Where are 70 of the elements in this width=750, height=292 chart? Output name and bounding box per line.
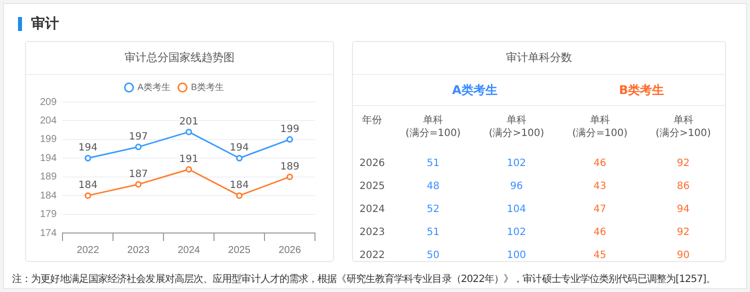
data-label: 51	[426, 157, 440, 171]
chart-title: 审计总分国家线趋势图	[26, 42, 333, 75]
x-tick-label: 2023	[127, 244, 150, 256]
point	[286, 174, 294, 180]
data-label: 46	[592, 226, 608, 240]
legend-label: A类考生	[137, 82, 171, 92]
y-tick-label: 204	[40, 115, 58, 126]
x-tick-label: 单科 (满分>100)	[488, 114, 546, 141]
data-label: 191	[179, 154, 198, 165]
point	[286, 136, 294, 143]
data-label: 45	[592, 249, 608, 263]
data-label: 48	[426, 180, 440, 194]
point	[186, 128, 192, 136]
data-label: 184	[230, 180, 249, 192]
data-label: 52	[426, 203, 440, 217]
data-label: 184	[78, 180, 98, 192]
y-tick-label: 199	[40, 134, 58, 146]
point	[236, 192, 243, 199]
y-tick-label: 2026	[358, 157, 386, 171]
y-tick-label: 2024	[358, 203, 386, 217]
data-label: 43	[592, 180, 608, 194]
x-tick-label: 2025	[228, 244, 251, 256]
data-label: 102	[506, 157, 528, 171]
data-label: 46	[592, 157, 608, 171]
y-tick-label: 194	[40, 152, 58, 164]
y-tick-label: 2023	[358, 226, 386, 240]
text: B类考生	[558, 75, 725, 106]
y-tick-label: 179	[40, 209, 58, 220]
data-label: 50	[426, 249, 440, 263]
point	[135, 144, 142, 150]
data-label: 194	[230, 142, 249, 154]
x-tick-label: 2022	[76, 244, 100, 256]
data-label: 189	[280, 161, 300, 172]
x-tick-label: 单科 (满分>100)	[654, 114, 712, 141]
data-label: 47	[592, 203, 608, 217]
y-axis-title: 年份	[361, 114, 384, 128]
chart-title: 审计单科分数	[353, 42, 725, 75]
x-tick-label: 单科 (满分=100)	[571, 114, 628, 141]
data-label: 197	[128, 132, 148, 143]
point	[135, 181, 142, 188]
text: A类考生	[391, 75, 558, 106]
x-tick-label: 2026	[278, 244, 302, 256]
point	[84, 154, 92, 162]
point	[236, 154, 243, 162]
y-tick-label: 184	[40, 190, 58, 202]
data-label: 100	[506, 249, 528, 263]
data-label: 199	[280, 124, 300, 136]
data-label: 51	[426, 226, 440, 240]
x-tick-label: 2024	[178, 244, 200, 256]
y-tick-label: 2025	[358, 180, 386, 194]
y-tick-label: 209	[40, 96, 58, 108]
text: 注：为更好地满足国家经济社会发展对高层次、应用型审计人才的需求，根据《研究生教育学科专业目录（2022年）》，审计硕士专业学位类别代码已调整为[1257]。	[12, 272, 716, 286]
data-label: 86	[676, 180, 691, 194]
y-tick-label: 174	[40, 228, 58, 239]
data-label: 92	[676, 226, 691, 240]
data-label: 94	[676, 203, 691, 217]
y-tick-label: 189	[40, 172, 58, 183]
data-label: 102	[506, 226, 528, 240]
point	[186, 166, 192, 173]
x-tick-label: 单科 (满分=100)	[404, 114, 462, 141]
data-label: 201	[179, 116, 198, 128]
data-label: 187	[128, 168, 148, 180]
legend-label: B类考生	[191, 82, 224, 92]
data-label: 96	[509, 180, 524, 194]
text: 审计	[31, 15, 59, 33]
data-label: 194	[78, 142, 98, 154]
data-label: 92	[676, 157, 691, 171]
point	[84, 192, 92, 199]
data-label: 90	[676, 249, 691, 263]
data-label: 104	[506, 203, 528, 217]
